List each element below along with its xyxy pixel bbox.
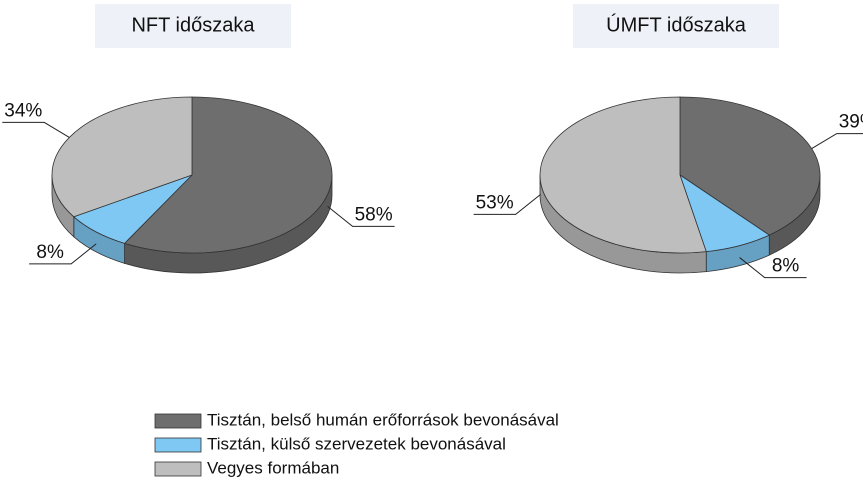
- pie-slice: [123, 96, 333, 254]
- leader-line: [29, 243, 97, 265]
- legend-swatch: [154, 413, 202, 429]
- value-label: 39%: [839, 112, 863, 133]
- leader-line: [2, 121, 70, 138]
- value-label: 8%: [772, 256, 800, 277]
- chart-title: ÚMFT időszaka: [606, 13, 747, 36]
- legend-label: Tisztán, külső szervezetek bevonásával: [207, 434, 506, 453]
- legend-swatch: [154, 461, 202, 477]
- legend-label: Vegyes formában: [207, 458, 339, 477]
- leader-line: [327, 206, 395, 227]
- chart-title: NFT időszaka: [131, 14, 255, 36]
- value-label: 53%: [476, 192, 514, 213]
- title-box: [95, 4, 291, 48]
- value-label: 58%: [355, 204, 393, 225]
- pie: 39% 8% 53%: [473, 96, 863, 279]
- value-label: 8%: [36, 242, 64, 263]
- legend-swatch: [154, 437, 202, 453]
- value-label: 34%: [4, 100, 42, 121]
- legend-label: Tisztán, belső humán erőforrások bevonás…: [207, 410, 559, 429]
- title-box: [573, 4, 779, 48]
- leader-line: [811, 133, 863, 150]
- pie-slice: [679, 96, 821, 236]
- leader-line: [473, 193, 541, 215]
- leader-line: [739, 257, 807, 279]
- pie-slice: [51, 96, 193, 218]
- pie-slice: [539, 96, 707, 254]
- pie: 58% 8% 34%: [2, 96, 395, 274]
